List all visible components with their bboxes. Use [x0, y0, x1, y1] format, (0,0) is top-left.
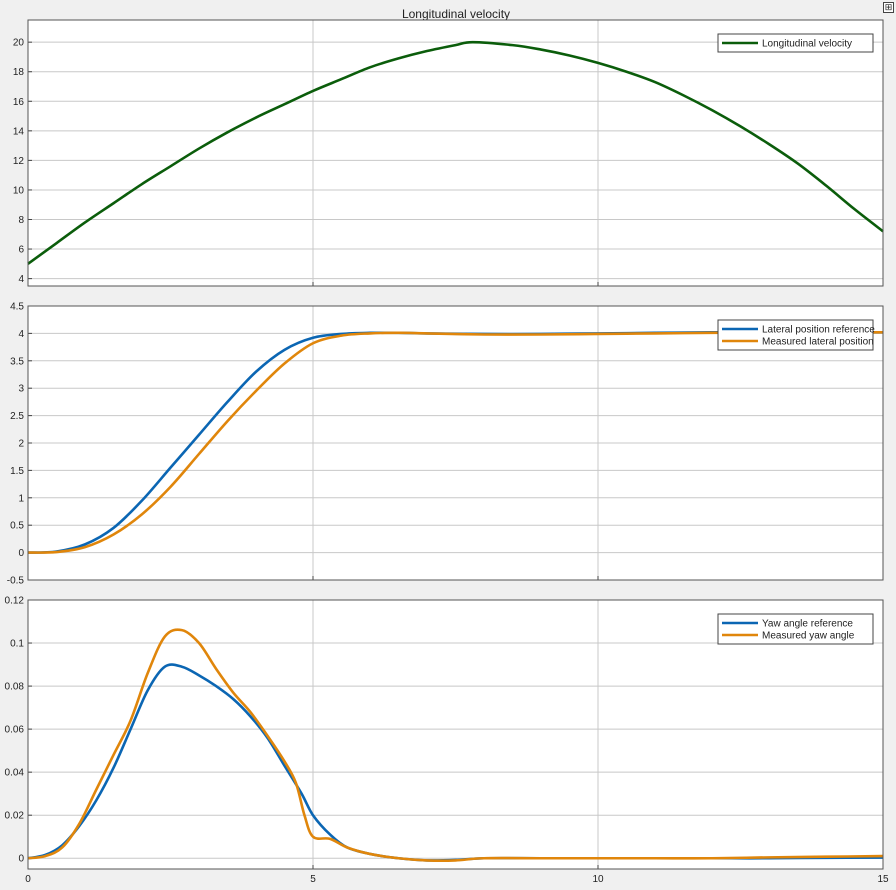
axes-background: [28, 20, 883, 286]
axes-frame: [27, 19, 884, 287]
axes-background: [28, 600, 883, 869]
y-tick-label: 1: [18, 493, 24, 504]
y-tick-label: 20: [13, 38, 25, 49]
y-tick-label: 3: [18, 384, 24, 395]
plot-2: -0.5 0 0.5 1 1.5 2 2.5 3 3.5 4 4.5 Lateral position…: [7, 302, 884, 587]
y-tick-label: 0.5: [10, 521, 24, 532]
y-tick-label: 0: [18, 854, 24, 865]
plot-1: 4 6 8 10 12 14 16 18 20 Longitudinal velocity: [13, 19, 884, 287]
x-tick-label: 10: [592, 874, 604, 885]
y-tick-label: 4: [18, 329, 24, 340]
y-tick-label: 16: [13, 97, 25, 108]
y-tick-label: 0.08: [5, 682, 25, 693]
legend-box: [717, 613, 874, 645]
y-tick-label: 0.06: [5, 725, 25, 736]
x-tick-label: 15: [877, 874, 889, 885]
y-tick-label: 4: [18, 274, 24, 285]
axes-frame: [27, 305, 884, 581]
y-tick-label: 0.04: [5, 768, 25, 779]
legend-label: Measured lateral position: [762, 337, 874, 348]
series-line-measured-lateral-position: [27, 330, 883, 554]
x-tick-label: 5: [310, 874, 316, 885]
plot-3: 0 0.02 0.04 0.06 0.08 0.1 0.12 0 5 10 15 Yaw angle …: [5, 596, 889, 886]
y-tick-label: -0.5: [7, 576, 25, 587]
y-tick-label: 8: [18, 215, 24, 226]
x-tick-label: 0: [25, 874, 31, 885]
legend-box: [717, 33, 874, 53]
y-tick-label: 0.02: [5, 811, 25, 822]
legend: Longitudinal velocity: [717, 33, 874, 53]
legend-label: Yaw angle reference: [762, 619, 853, 630]
y-tick-label: 12: [13, 156, 25, 167]
y-tick-label: 1.5: [10, 466, 24, 477]
y-tick-label: 14: [13, 126, 25, 137]
y-tick-label: 6: [18, 245, 24, 256]
y-tick-label: 2.5: [10, 411, 24, 422]
y-tick-label: 10: [13, 185, 25, 196]
legend-label: Lateral position reference: [762, 325, 875, 336]
y-tick-label: 4.5: [10, 302, 24, 313]
y-tick-label: 2: [18, 439, 24, 450]
axes-frame: [27, 599, 884, 870]
y-tick-label: 0.12: [5, 596, 25, 607]
legend-box: [717, 319, 874, 351]
expand-icon[interactable]: ⊞: [883, 2, 894, 13]
y-tick-label: 0: [18, 548, 24, 559]
legend-label: Measured yaw angle: [762, 631, 855, 642]
y-tick-label: 18: [13, 67, 25, 78]
legend-label: Longitudinal velocity: [762, 39, 852, 50]
series-line-longitudinal-velocity: [27, 40, 884, 265]
series-line-measured-yaw-angle: [27, 628, 884, 862]
figure-title: Longitudinal velocity: [402, 7, 510, 21]
y-tick-label: 0.1: [10, 639, 24, 650]
y-tick-label: 3.5: [10, 356, 24, 367]
